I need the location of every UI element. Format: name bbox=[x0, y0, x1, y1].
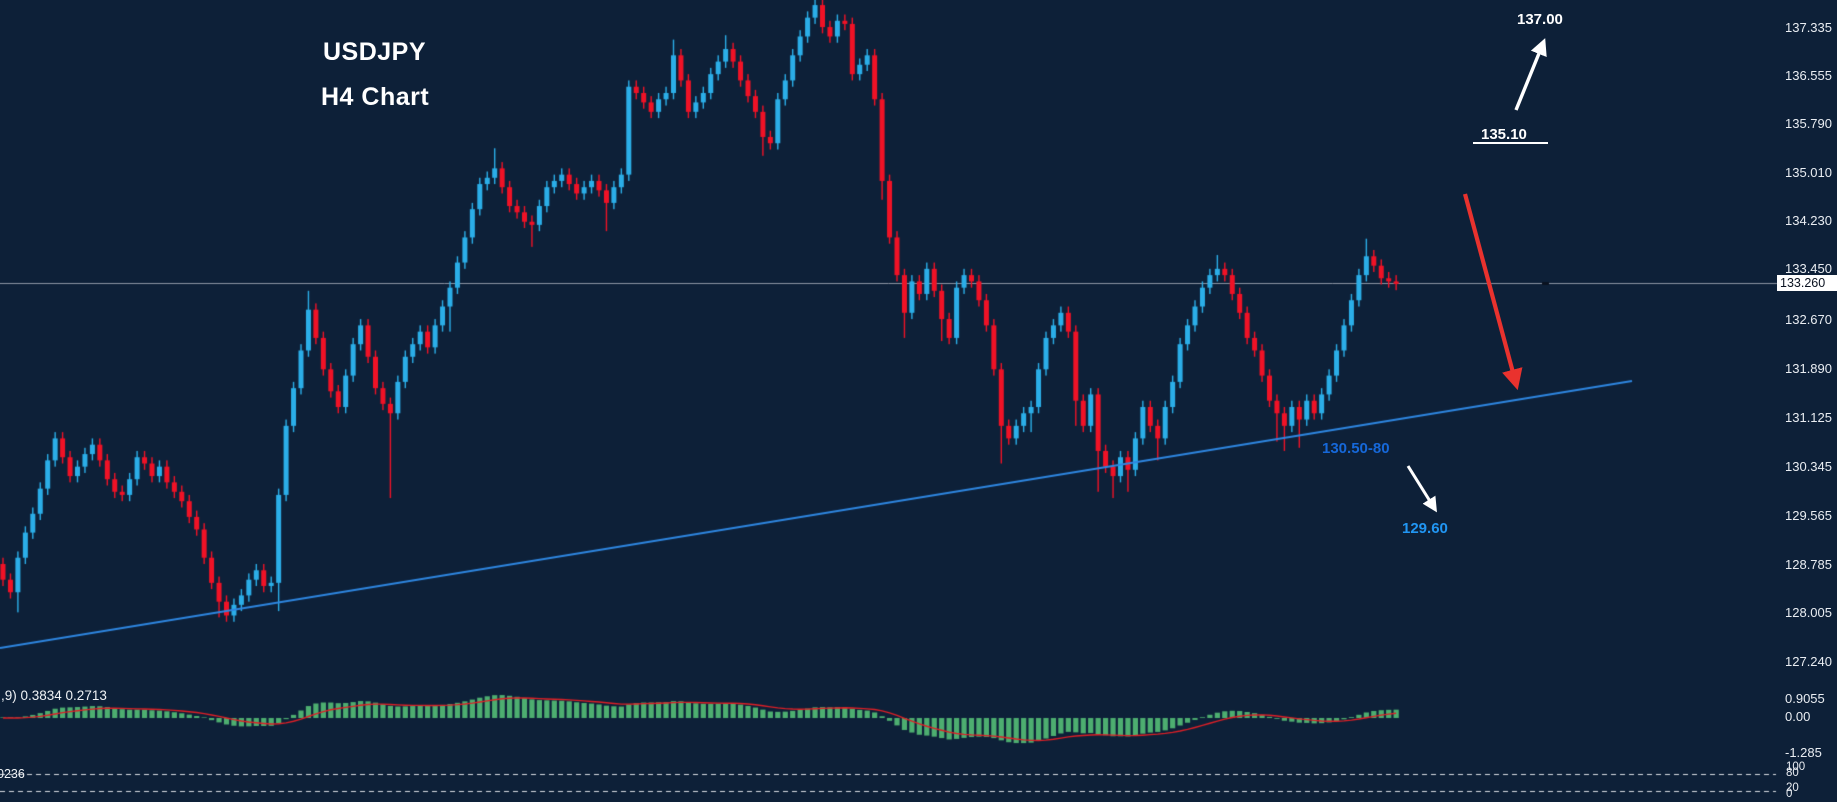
annotation-downside-target[interactable]: 129.60 bbox=[1402, 520, 1448, 537]
price-axis-label: 127.240 bbox=[1785, 654, 1832, 669]
macd-caption: ,9) 0.3834 0.2713 bbox=[1, 688, 107, 703]
annotation-upside-target[interactable]: 137.00 bbox=[1517, 11, 1563, 28]
down-arrow-red[interactable] bbox=[1458, 188, 1530, 396]
price-axis-label: 136.555 bbox=[1785, 68, 1832, 83]
oscillator-caption: 0236 bbox=[0, 767, 25, 781]
price-axis-label: 135.010 bbox=[1785, 165, 1832, 180]
price-axis-label: 129.565 bbox=[1785, 508, 1832, 523]
annotation-support-zone[interactable]: 130.50-80 bbox=[1322, 440, 1390, 457]
price-axis-label: 137.335 bbox=[1785, 20, 1832, 35]
resistance-underline[interactable] bbox=[1473, 142, 1548, 144]
oscillator-axis-label: 20 bbox=[1786, 782, 1799, 794]
price-axis-label: 131.125 bbox=[1785, 410, 1832, 425]
price-axis-label: 133.450 bbox=[1785, 261, 1832, 276]
annotation-resistance-level[interactable]: 135.10 bbox=[1481, 126, 1527, 143]
oscillator-axis-label: 0 bbox=[1786, 788, 1793, 800]
macd-axis-label: 0.00 bbox=[1785, 709, 1811, 724]
price-axis-label: 132.670 bbox=[1785, 312, 1832, 327]
price-axis-label: 130.345 bbox=[1785, 459, 1832, 474]
timeframe-label: H4 Chart bbox=[321, 83, 430, 111]
price-axis-label: 134.230 bbox=[1785, 213, 1832, 228]
symbol-label: USDJPY bbox=[323, 38, 427, 66]
macd-axis-label: -1.285 bbox=[1785, 745, 1822, 760]
current-price-box: 133.260 bbox=[1777, 275, 1837, 291]
price-axis-label: 128.005 bbox=[1785, 605, 1832, 620]
oscillator-axis-label: 100 bbox=[1786, 761, 1806, 773]
price-axis-label: 128.785 bbox=[1785, 557, 1832, 572]
down-arrow-white-small[interactable] bbox=[1400, 459, 1444, 517]
price-axis-label: 131.890 bbox=[1785, 361, 1832, 376]
up-arrow[interactable] bbox=[1506, 36, 1554, 116]
price-axis-label: 135.790 bbox=[1785, 116, 1832, 131]
oscillator-axis-label: 80 bbox=[1786, 767, 1799, 779]
macd-axis-label: 0.9055 bbox=[1785, 691, 1825, 706]
